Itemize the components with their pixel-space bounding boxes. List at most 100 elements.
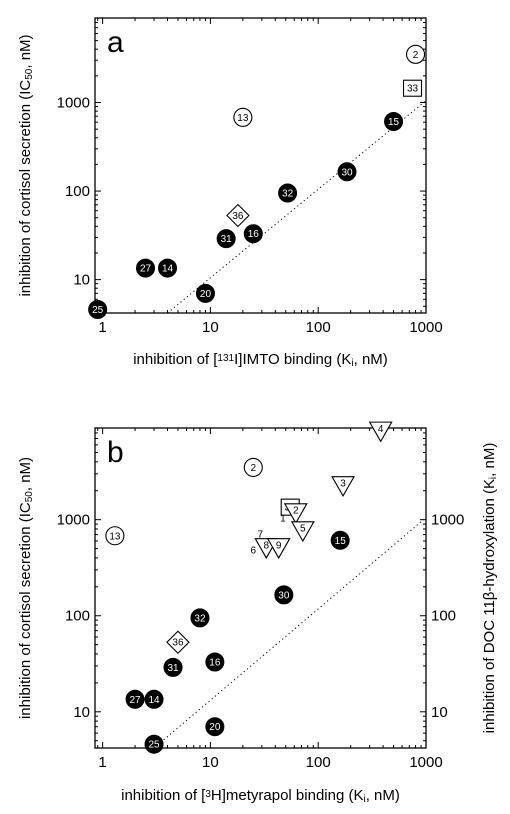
marker-open-circle — [243, 457, 263, 477]
marker-filled-circle — [125, 689, 145, 709]
marker-filled-circle — [190, 608, 210, 628]
data-point: 5 — [290, 521, 315, 543]
x-axis-title-part: i — [363, 794, 365, 805]
marker-label: 36 — [172, 638, 184, 649]
marker-label: 15 — [335, 536, 347, 547]
marker-open-diamond — [226, 203, 250, 228]
y2-tick-label: 1000 — [431, 512, 464, 529]
data-point: 2 — [283, 503, 308, 525]
chart-panel-a: 1 10 100 1000 10 100 1000 a inhibition of [131I]… — [17, 17, 443, 369]
y-axis-title-part: , nM) — [17, 457, 34, 491]
data-point: 2 — [243, 457, 263, 477]
marker-label: 14 — [148, 695, 160, 706]
marker-label: 36 — [232, 211, 244, 222]
y-tick-label: 100 — [65, 608, 90, 625]
marker-label: 33 — [407, 84, 419, 95]
data-point: 13 — [233, 107, 253, 127]
x-axis-title: inhibition of [3H]metyrapol binding (Ki,… — [121, 787, 400, 805]
marker-label: 25 — [92, 305, 104, 316]
marker-filled-circle — [205, 652, 225, 672]
marker-open-diamond — [166, 630, 190, 655]
data-point: 36 — [226, 203, 250, 228]
marker-label: 31 — [221, 234, 233, 245]
x-tick-label: 1 — [98, 319, 106, 336]
data-point: 13 — [105, 526, 125, 546]
marker-open-triangle — [290, 521, 315, 543]
data-point: 3 — [331, 476, 355, 498]
marker-open-circle — [233, 107, 253, 127]
marker-filled-circle — [88, 300, 108, 320]
marker-label: 13 — [237, 113, 249, 124]
data-point: 14 — [144, 689, 164, 709]
y2-axis-title: inhibition of DOC 11β-hydroxylation (Ki,… — [481, 443, 499, 734]
x-axis-title-part: I]IMTO binding (K — [234, 351, 351, 368]
marker-label: 20 — [209, 722, 221, 733]
y-axis-title: inhibition of cortisol secretion (IC50, … — [17, 457, 35, 719]
y2-axis-title-part: i — [488, 477, 499, 479]
marker-label: 8 — [264, 540, 270, 551]
marker-filled-circle — [243, 224, 263, 244]
marker-filled-circle — [278, 183, 298, 203]
chart-panel-b: 1 10 100 1000 10 100 1000 10 100 1000 b inhibition … — [17, 421, 499, 805]
data-point: 14 — [158, 258, 178, 278]
data-point: 33 — [402, 79, 423, 97]
marker-label: 14 — [162, 264, 174, 275]
data-point: 9 — [266, 538, 291, 560]
marker-label: 32 — [194, 613, 206, 624]
x-tick-label: 1 — [98, 754, 106, 771]
x-axis-title-part: 131 — [217, 353, 234, 364]
x-tick-label: 10 — [202, 754, 219, 771]
marker-filled-circle — [195, 283, 215, 303]
marker-label: 32 — [282, 189, 294, 200]
marker-label: 9 — [276, 540, 282, 551]
marker-label: 2 — [293, 506, 299, 517]
y-axis-title-part: 50 — [24, 491, 35, 503]
data-point: 36 — [166, 630, 190, 655]
x-axis-title-part: 3 — [205, 789, 211, 800]
panel-letter: b — [107, 436, 124, 469]
marker-label: 2 — [413, 50, 419, 61]
marker-open-triangle — [331, 476, 355, 498]
marker-filled-circle — [274, 585, 294, 605]
marker-filled-circle — [337, 162, 357, 182]
y-tick-label: 10 — [73, 704, 90, 721]
x-axis-title: inhibition of [131I]IMTO binding (Ki, nM… — [133, 351, 388, 369]
x-axis-title-part: i — [351, 358, 353, 369]
y-axis-title: inhibition of cortisol secretion (IC50, … — [17, 34, 35, 296]
x-tick-label: 100 — [306, 319, 331, 336]
marker-label: 16 — [248, 229, 260, 240]
side-label: 1 — [280, 514, 286, 525]
reference-line — [167, 100, 426, 313]
data-point: 25 — [144, 734, 164, 754]
marker-filled-circle — [216, 229, 236, 249]
side-label: 7 — [257, 529, 263, 540]
marker-filled-circle — [158, 258, 178, 278]
panel-letter: a — [107, 26, 124, 59]
y-tick-label: 10 — [73, 272, 90, 289]
marker-label: 30 — [278, 590, 290, 601]
data-point: 16 — [243, 224, 263, 244]
marker-label: 27 — [129, 695, 141, 706]
marker-open-triangle — [266, 538, 291, 560]
marker-filled-circle — [330, 530, 350, 550]
marker-label: 16 — [209, 657, 221, 668]
reference-line — [153, 517, 426, 748]
data-point: 31 — [163, 657, 183, 677]
data-point: 4 — [368, 421, 393, 443]
marker-label: 2 — [251, 463, 257, 474]
data-point: 25 — [88, 300, 108, 320]
data-point: 30 — [274, 585, 294, 605]
y2-tick-label: 10 — [431, 704, 448, 721]
data-point: 30 — [337, 162, 357, 182]
data-point: 2 — [406, 44, 426, 64]
marker-open-circle — [406, 44, 426, 64]
data-point: 20 — [195, 283, 215, 303]
data-point: 32 — [278, 183, 298, 203]
marker-open-square — [402, 79, 423, 97]
data-point: 15 — [384, 112, 404, 132]
data-point: 27 — [136, 258, 156, 278]
data-point: 20 — [205, 717, 225, 737]
data-point: 16 — [205, 652, 225, 672]
y-axis-title-part: inhibition of cortisol secretion (IC — [17, 80, 34, 297]
